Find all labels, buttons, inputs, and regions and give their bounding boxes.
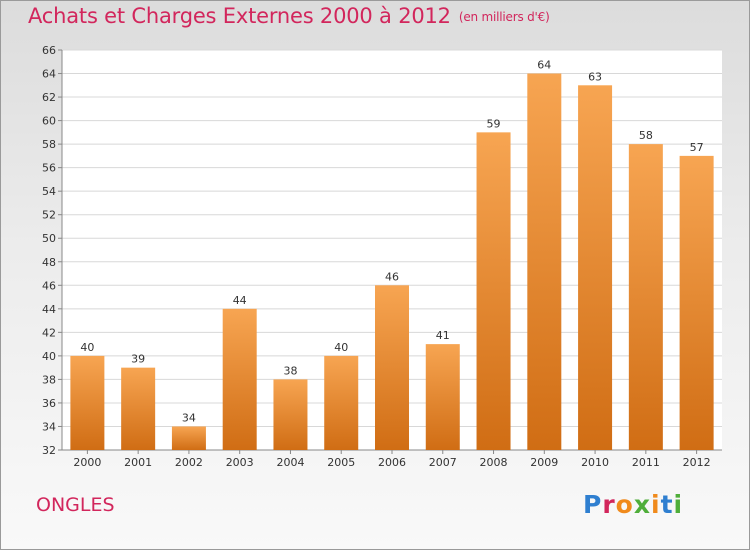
bar xyxy=(375,285,409,450)
y-tick-label: 66 xyxy=(42,44,56,57)
data-label: 59 xyxy=(487,117,501,130)
y-tick-label: 56 xyxy=(42,162,56,175)
bars xyxy=(70,73,714,450)
x-tick-label: 2008 xyxy=(480,456,508,469)
y-tick-label: 62 xyxy=(42,91,56,104)
logo-letter: i xyxy=(651,490,661,519)
logo-letter: o xyxy=(615,490,634,519)
labels: 2000 40 2001 39 2002 34 2003 44 2004 38 2005 40 2006… xyxy=(73,59,710,469)
y-tick-label: 36 xyxy=(42,397,56,410)
x-tick-label: 2002 xyxy=(175,456,203,469)
y-tick-label: 32 xyxy=(42,444,56,457)
x-tick-label: 2000 xyxy=(73,456,101,469)
y-tick-label: 46 xyxy=(42,279,56,292)
x-tick-label: 2009 xyxy=(530,456,558,469)
chart-title: Achats et Charges Externes 2000 à 2012 (e… xyxy=(28,4,550,28)
bar xyxy=(273,379,308,450)
x-tick-label: 2010 xyxy=(581,456,609,469)
data-label: 57 xyxy=(690,141,704,154)
x-tick-label: 2005 xyxy=(327,456,355,469)
bar xyxy=(628,144,663,450)
y-tick-label: 42 xyxy=(42,326,56,339)
data-label: 40 xyxy=(80,341,94,354)
x-tick-label: 2007 xyxy=(429,456,457,469)
bar xyxy=(70,355,105,450)
title-text: Achats et Charges Externes 2000 à 2012 xyxy=(28,4,451,28)
bar xyxy=(527,73,562,450)
x-tick-label: 2001 xyxy=(124,456,152,469)
y-tick-label: 58 xyxy=(42,138,56,151)
x-tick-label: 2006 xyxy=(378,456,406,469)
data-label: 46 xyxy=(385,270,399,283)
bar xyxy=(578,85,613,450)
y-tick-label: 50 xyxy=(42,232,56,245)
logo-letter: i xyxy=(673,490,684,519)
y-tick-label: 60 xyxy=(42,115,56,128)
bar xyxy=(476,132,511,450)
data-label: 44 xyxy=(233,294,247,307)
logo-letter: x xyxy=(633,490,651,519)
bar xyxy=(679,155,714,450)
data-label: 63 xyxy=(588,70,602,83)
x-tick-label: 2012 xyxy=(683,456,711,469)
data-label: 40 xyxy=(334,341,348,354)
y-tick-label: 34 xyxy=(42,420,56,433)
unit-label: (en milliers d'€) xyxy=(458,10,550,24)
y-tick-label: 44 xyxy=(42,303,56,316)
bar xyxy=(425,344,460,450)
logo-letter: r xyxy=(602,490,616,519)
data-label: 41 xyxy=(436,329,450,342)
bar xyxy=(222,308,257,450)
x-tick-label: 2003 xyxy=(226,456,254,469)
bar xyxy=(121,367,156,450)
bar xyxy=(171,426,206,450)
x-tick-label: 2004 xyxy=(276,456,304,469)
x-tick-label: 2011 xyxy=(632,456,660,469)
data-label: 34 xyxy=(182,411,196,424)
y-tick-label: 54 xyxy=(42,185,56,198)
y-tick-label: 48 xyxy=(42,256,56,269)
commune-name: ONGLES xyxy=(36,494,115,516)
logo-letter: P xyxy=(583,490,603,519)
y-tick-label: 38 xyxy=(42,373,56,386)
data-label: 38 xyxy=(283,364,297,377)
logo-letter: t xyxy=(660,490,674,519)
bar xyxy=(324,355,359,450)
data-label: 39 xyxy=(131,353,145,366)
y-tick-label: 40 xyxy=(42,350,56,363)
y-tick-label: 64 xyxy=(42,68,56,81)
y-tick-label: 52 xyxy=(42,209,56,222)
data-label: 58 xyxy=(639,129,653,142)
data-label: 64 xyxy=(537,59,551,72)
